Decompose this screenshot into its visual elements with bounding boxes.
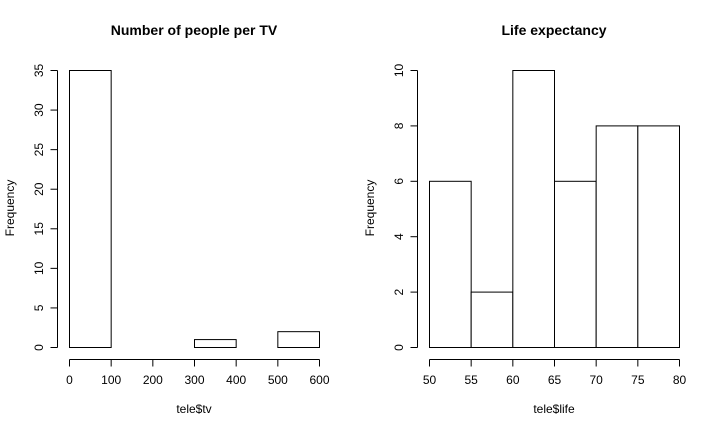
y-axis: 0 5 10 15 20 25 30 35 bbox=[32, 64, 58, 351]
x-tick-label: 60 bbox=[506, 373, 520, 387]
histogram-bar bbox=[512, 70, 555, 348]
y-tick-label: 15 bbox=[32, 222, 46, 236]
x-axis: 0 100 200 300 400 500 600 bbox=[66, 359, 330, 387]
bars bbox=[429, 70, 680, 349]
x-axis-label: tele$life bbox=[533, 402, 575, 416]
x-tick-label: 65 bbox=[548, 373, 562, 387]
y-tick-label: 10 bbox=[32, 261, 46, 275]
histogram-bar bbox=[277, 331, 321, 348]
y-tick-label: 5 bbox=[32, 304, 46, 311]
x-tick-label: 55 bbox=[464, 373, 478, 387]
histogram-bar bbox=[595, 125, 639, 349]
y-tick-label: 10 bbox=[392, 64, 406, 78]
y-tick-label: 20 bbox=[32, 182, 46, 196]
histogram-bar bbox=[194, 339, 237, 349]
x-tick-label: 400 bbox=[226, 373, 246, 387]
x-axis: 50 55 60 65 70 75 80 bbox=[423, 359, 687, 387]
histogram-bar bbox=[470, 291, 514, 349]
x-tick-label: 80 bbox=[673, 373, 687, 387]
x-axis-label: tele$tv bbox=[176, 402, 211, 416]
x-tick-label: 75 bbox=[631, 373, 645, 387]
y-axis-label: Frequency bbox=[3, 180, 17, 237]
histogram-bar bbox=[69, 70, 112, 348]
x-tick-label: 0 bbox=[66, 373, 73, 387]
x-tick-label: 70 bbox=[589, 373, 603, 387]
x-tick-label: 100 bbox=[101, 373, 121, 387]
x-tick-label: 500 bbox=[268, 373, 288, 387]
x-tick-label: 600 bbox=[309, 373, 329, 387]
chart-title: Life expectancy bbox=[501, 22, 606, 38]
y-axis: 0 2 4 6 8 10 bbox=[392, 64, 418, 351]
histogram-bar bbox=[637, 125, 680, 349]
y-tick-label: 8 bbox=[392, 122, 406, 129]
x-tick-label: 200 bbox=[143, 373, 163, 387]
x-tick-label: 50 bbox=[423, 373, 437, 387]
y-tick-label: 2 bbox=[392, 288, 406, 295]
y-tick-label: 0 bbox=[32, 344, 46, 351]
histogram-bar bbox=[554, 180, 597, 348]
histogram-panel-tv: Number of people per TV tele$tv Frequenc… bbox=[3, 22, 330, 416]
x-tick-label: 300 bbox=[184, 373, 204, 387]
y-tick-label: 30 bbox=[32, 103, 46, 117]
histogram-bar bbox=[429, 180, 472, 348]
y-tick-label: 25 bbox=[32, 143, 46, 157]
y-axis-label: Frequency bbox=[363, 180, 377, 237]
y-tick-label: 6 bbox=[392, 178, 406, 185]
chart-title: Number of people per TV bbox=[111, 22, 278, 38]
bars bbox=[69, 70, 321, 349]
y-tick-label: 35 bbox=[32, 64, 46, 78]
y-tick-label: 4 bbox=[392, 233, 406, 240]
histogram-panel-life: Life expectancy tele$life Frequency 50 55… bbox=[363, 22, 686, 416]
y-tick-label: 0 bbox=[392, 344, 406, 351]
